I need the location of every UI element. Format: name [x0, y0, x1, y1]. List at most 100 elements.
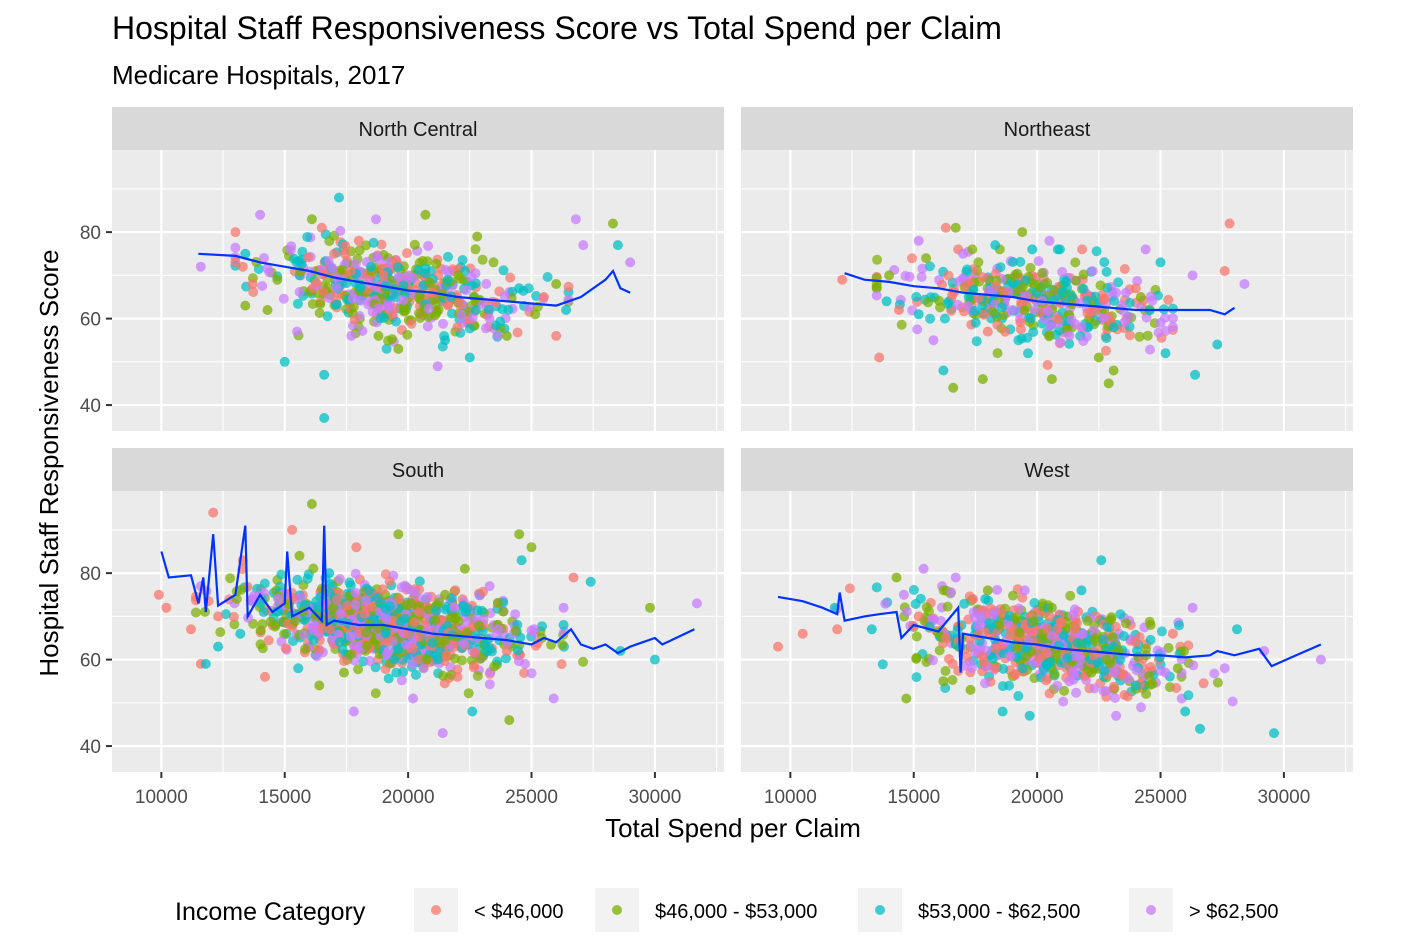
data-point-46-000-53-000 [440, 589, 451, 600]
data-point-62-500 [918, 563, 929, 574]
data-point [393, 644, 403, 655]
data-point [350, 568, 361, 579]
data-point-62-500 [1121, 287, 1131, 298]
data-point [291, 257, 302, 268]
data-point [438, 670, 449, 681]
data-point [495, 316, 506, 327]
data-point [462, 603, 473, 614]
data-point [395, 616, 406, 627]
data-point [901, 606, 912, 617]
data-point-62-500 [1219, 663, 1230, 674]
points [837, 218, 1250, 393]
data-point [970, 647, 980, 658]
data-point [942, 601, 953, 612]
data-point [354, 245, 365, 256]
data-point [464, 323, 475, 334]
data-point-46-000-53-000 [1017, 227, 1028, 238]
data-point [423, 311, 434, 322]
data-point-53-000-62-500 [1195, 723, 1205, 734]
data-point-53-000-62-500 [366, 261, 377, 272]
data-point [1078, 283, 1089, 294]
data-point [871, 290, 882, 301]
data-point [1109, 666, 1120, 677]
data-point-62-500 [1111, 710, 1122, 721]
data-point-62-500 [558, 602, 569, 613]
data-point [265, 616, 276, 627]
data-point-46-000 [773, 641, 783, 652]
data-point-62-500 [1076, 322, 1087, 333]
data-point [449, 653, 460, 664]
data-point [1188, 660, 1199, 671]
data-point [315, 299, 326, 310]
data-point-62-500 [437, 728, 448, 739]
data-point [505, 272, 516, 283]
y-tick-label: 60 [80, 651, 101, 672]
data-point [1028, 327, 1039, 337]
data-point-62-500 [195, 261, 206, 272]
data-point-53-000-62-500 [1180, 706, 1191, 717]
data-point [1007, 257, 1018, 267]
data-point [877, 659, 888, 670]
data-point [489, 661, 500, 672]
data-point [443, 267, 454, 278]
y-tick-label: 40 [80, 737, 101, 758]
data-point [409, 586, 419, 597]
data-point [303, 252, 314, 263]
data-point [350, 258, 361, 269]
data-point [1083, 322, 1094, 333]
data-point-62-500 [625, 257, 636, 268]
data-point-53-000-62-500 [213, 641, 224, 652]
data-point [492, 330, 503, 341]
data-point [278, 293, 289, 304]
data-point-46-000 [230, 227, 241, 238]
data-point [355, 295, 366, 306]
data-point [461, 285, 472, 296]
data-point [911, 672, 922, 683]
data-point [498, 606, 509, 617]
data-point [917, 263, 928, 274]
data-point [477, 254, 488, 265]
data-point [292, 574, 303, 585]
data-point [311, 278, 322, 289]
y-tick-label: 80 [80, 223, 101, 244]
data-point [523, 283, 534, 294]
data-point [984, 285, 994, 296]
data-point [334, 574, 345, 585]
data-point [997, 302, 1008, 313]
data-point [361, 640, 372, 651]
data-point [340, 240, 351, 251]
data-point [1167, 313, 1178, 324]
data-point-62-500 [1187, 602, 1198, 613]
data-point [1059, 274, 1070, 285]
data-point [1134, 331, 1145, 342]
data-point [1115, 654, 1126, 665]
data-point-53-000-62-500 [881, 296, 892, 307]
data-point [1078, 336, 1089, 346]
data-point-53-000-62-500 [467, 706, 478, 717]
data-point-46-000 [1224, 218, 1235, 229]
data-point-46-000 [568, 572, 579, 583]
data-point-46-000 [316, 222, 327, 233]
data-point-46-000 [1130, 637, 1141, 648]
data-point [373, 303, 384, 314]
data-point [971, 336, 982, 347]
data-point [392, 262, 403, 273]
data-point [1029, 305, 1040, 316]
y-axis-title: Hospital Staff Responsiveness Score [34, 249, 64, 676]
data-point-46-000-53-000 [891, 572, 902, 583]
data-point-53-000-62-500 [585, 576, 596, 587]
data-point [357, 326, 368, 336]
data-point-46-000-53-000 [272, 274, 283, 285]
data-point [361, 627, 372, 638]
data-point-46-000-53-000 [901, 693, 912, 704]
data-point-62-500 [1019, 585, 1030, 596]
data-point [1012, 642, 1023, 653]
x-tick-label: 10000 [135, 787, 188, 808]
data-point-62-500 [950, 572, 961, 583]
data-point [1054, 325, 1065, 336]
data-point [1077, 244, 1088, 255]
data-point [472, 671, 483, 681]
data-point-46-000-53-000 [1135, 292, 1146, 302]
data-point [1167, 303, 1178, 314]
data-point [1144, 670, 1155, 681]
